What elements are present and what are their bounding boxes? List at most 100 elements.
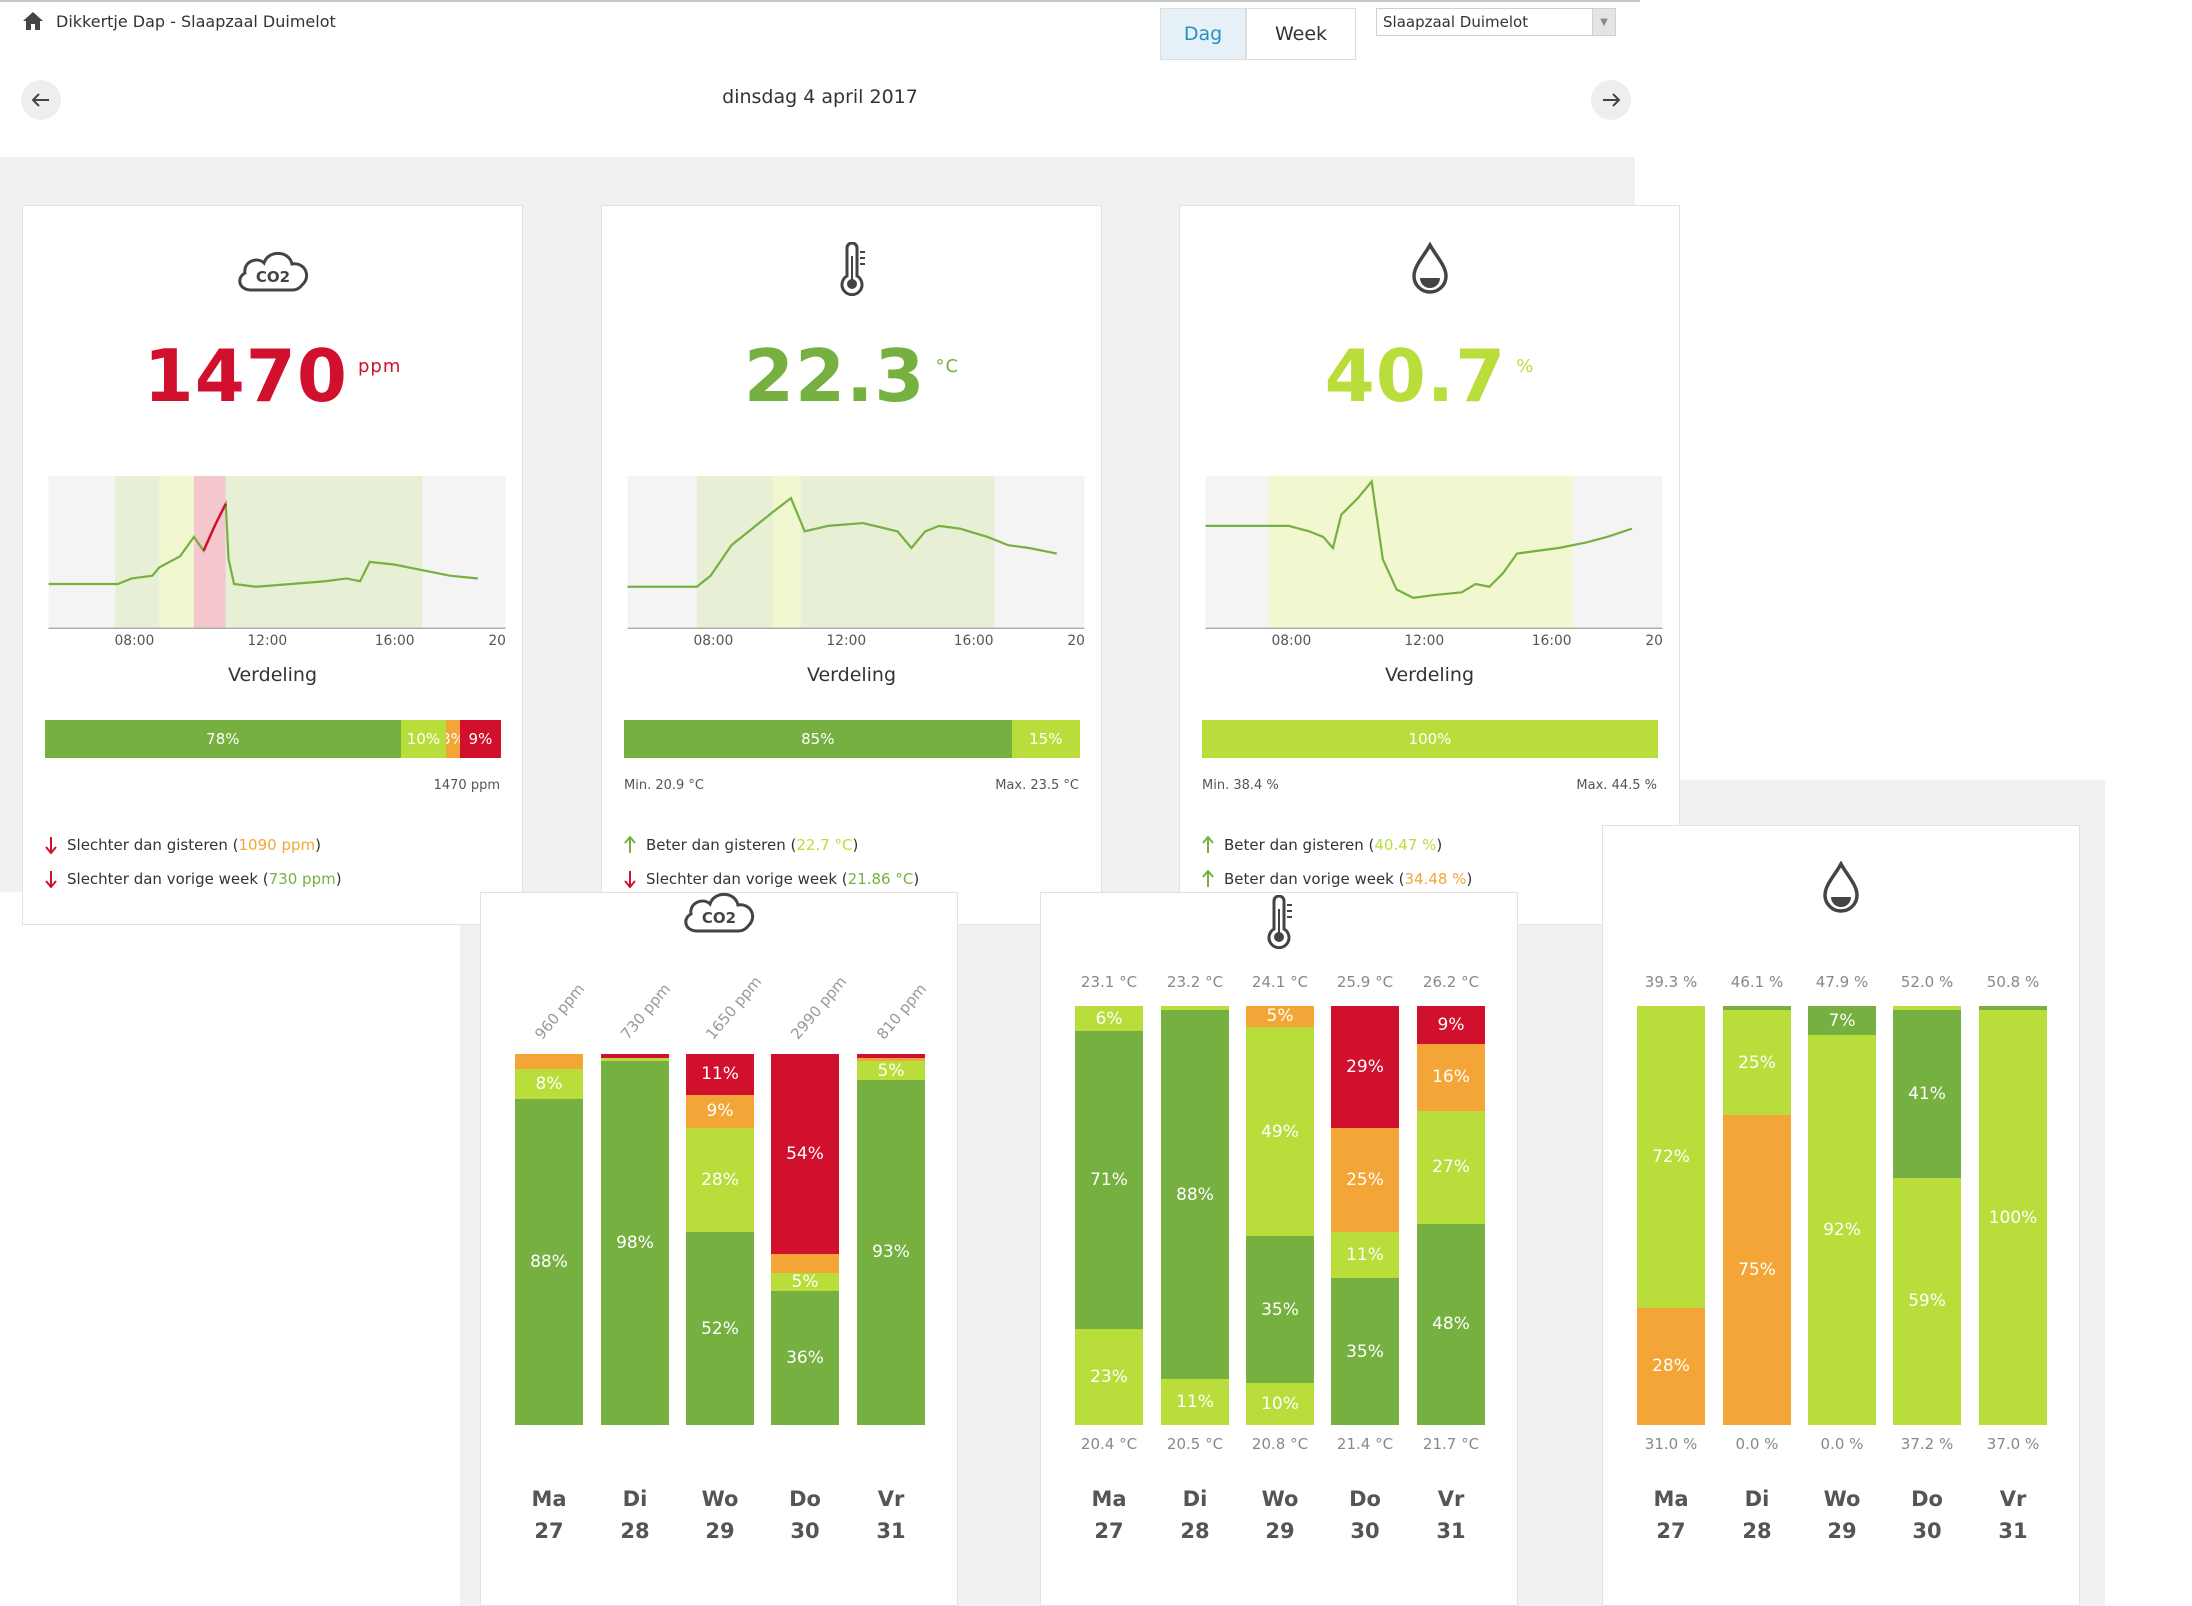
- day-label: Wo 29: [1235, 1483, 1325, 1547]
- temperature-week-card: 6% 71% 23% 23.1 °C 20.4 °C Ma 27 88% 11% 23.2 °C 2…: [1040, 892, 1518, 1606]
- co2-current-value: 1470 ppm: [23, 334, 522, 418]
- weekday-name: Di: [1182, 1487, 1208, 1511]
- bar-segment: [857, 1054, 925, 1058]
- room-select[interactable]: Slaapzaal Duimelot ▼: [1376, 8, 1616, 36]
- previous-day-button[interactable]: [21, 80, 61, 120]
- week-bar-ma[interactable]: 72% 28%: [1637, 1006, 1705, 1425]
- day-label: Vr 31: [1968, 1483, 2058, 1547]
- week-max-label: 23.2 °C: [1166, 973, 1224, 991]
- bar-segment: 88%: [1161, 1010, 1229, 1379]
- day-number: 27: [1094, 1519, 1124, 1543]
- bar-segment: 71%: [1075, 1031, 1143, 1329]
- week-bar-wo[interactable]: 7% 92%: [1808, 1006, 1876, 1425]
- day-number: 27: [1656, 1519, 1686, 1543]
- arrow-up-icon: [1202, 836, 1214, 853]
- comparison-close: ): [1436, 836, 1443, 854]
- bar-segment: [1723, 1006, 1791, 1011]
- bar-segment: 7%: [1808, 1006, 1876, 1036]
- day-number: 31: [1436, 1519, 1466, 1543]
- comparison-value: 22.7 °C: [796, 836, 853, 854]
- co2-distribution-bar: 78%10%3%9%: [45, 720, 501, 758]
- bar-segment: 25%: [1723, 1010, 1791, 1115]
- week-bar-vr[interactable]: 5% 93%: [857, 1054, 925, 1425]
- max-label: 1470 ppm: [433, 778, 500, 793]
- weekday-name: Wo: [1261, 1487, 1299, 1511]
- comparison-close: ): [335, 870, 342, 888]
- bar-segment: 25%: [1331, 1127, 1399, 1233]
- week-bar-di[interactable]: 25% 75%: [1723, 1006, 1791, 1425]
- bar-segment: [771, 1254, 839, 1273]
- bar-segment: 11%: [1161, 1378, 1229, 1425]
- bar-segment: [1893, 1006, 1961, 1011]
- next-day-button[interactable]: [1591, 80, 1631, 120]
- co2-cloud-icon: CO2: [23, 242, 522, 294]
- weekday-name: Vr: [877, 1487, 905, 1511]
- week-max-label: 730 ppm: [617, 980, 675, 1043]
- weekday-name: Do: [789, 1487, 821, 1511]
- week-bar-vr[interactable]: 100%: [1979, 1006, 2047, 1425]
- day-number: 28: [1742, 1519, 1772, 1543]
- weekday-name: Wo: [701, 1487, 739, 1511]
- week-bar-do[interactable]: 41% 59%: [1893, 1006, 1961, 1425]
- chart-tick-label: 16:00: [375, 633, 415, 649]
- day-label: Vr 31: [1406, 1483, 1496, 1547]
- arrow-up-icon: [624, 836, 636, 853]
- week-bar-ma[interactable]: 8% 88%: [515, 1054, 583, 1425]
- bar-segment: 5%: [771, 1272, 839, 1292]
- week-bar-do[interactable]: 54% 5% 36%: [771, 1054, 839, 1425]
- humidity-distribution-bar: 100%: [1202, 720, 1658, 758]
- bar-segment: 29%: [1331, 1006, 1399, 1128]
- comparison-close: ): [315, 836, 321, 854]
- comparison-yesterday: Beter dan gisteren (40.47 %): [1202, 836, 1442, 854]
- week-bar-vr[interactable]: 9% 16% 27% 48%: [1417, 1006, 1485, 1425]
- week-bar-ma[interactable]: 6% 71% 23%: [1075, 1006, 1143, 1425]
- comparison-text: Beter dan gisteren (: [646, 836, 797, 854]
- week-bar-do[interactable]: 29% 25% 11% 35%: [1331, 1006, 1399, 1425]
- chart-tick-label: 16:00: [954, 633, 994, 649]
- comparison-yesterday: Slechter dan gisteren (1090 ppm): [45, 836, 321, 854]
- week-bar-wo[interactable]: 11% 9% 28% 52%: [686, 1054, 754, 1425]
- chart-tick-label: 08:00: [114, 633, 154, 649]
- distribution-segment: 9%: [459, 720, 501, 758]
- week-min-label: 0.0 %: [1735, 1435, 1779, 1453]
- week-max-label: 24.1 °C: [1251, 973, 1309, 991]
- week-min-label: 21.7 °C: [1422, 1435, 1480, 1453]
- tab-day[interactable]: Dag: [1160, 8, 1246, 60]
- chart-tick-label: 12:00: [826, 633, 866, 649]
- bar-segment: 54%: [771, 1054, 839, 1255]
- day-number: 29: [705, 1519, 735, 1543]
- week-bar-di[interactable]: 98%: [601, 1054, 669, 1425]
- chart-tick-label: 12:00: [247, 633, 287, 649]
- comparison-last-week: Slechter dan vorige week (730 ppm): [45, 870, 342, 888]
- day-number: 29: [1827, 1519, 1857, 1543]
- chevron-down-icon[interactable]: ▼: [1592, 9, 1615, 35]
- bar-segment: 9%: [1417, 1006, 1485, 1044]
- weekday-name: Ma: [1091, 1487, 1127, 1511]
- week-bar-di[interactable]: 88% 11%: [1161, 1006, 1229, 1425]
- day-label: Di 28: [1150, 1483, 1240, 1547]
- page-title: Dikkertje Dap - Slaapzaal Duimelot: [56, 11, 336, 31]
- bar-segment: 35%: [1331, 1278, 1399, 1425]
- water-drop-icon: [1180, 242, 1679, 296]
- week-max-label: 2990 ppm: [787, 972, 851, 1043]
- tab-week[interactable]: Week: [1246, 8, 1356, 60]
- top-divider: [0, 0, 1640, 2]
- distribution-segment: 85%: [624, 720, 1012, 758]
- week-max-label: 25.9 °C: [1336, 973, 1394, 991]
- thermometer-icon: [1041, 895, 1517, 951]
- svg-text:CO2: CO2: [702, 909, 736, 927]
- day-number: 30: [1350, 1519, 1380, 1543]
- week-min-label: 31.0 %: [1644, 1435, 1698, 1453]
- breadcrumb: Dikkertje Dap - Slaapzaal Duimelot: [22, 8, 336, 34]
- bar-segment: 75%: [1723, 1114, 1791, 1425]
- bar-segment: [857, 1057, 925, 1062]
- comparison-close: ): [913, 870, 920, 888]
- chart-tick-label: 08:00: [1271, 633, 1311, 649]
- week-min-label: 37.0 %: [1986, 1435, 2040, 1453]
- week-bar-wo[interactable]: 5% 49% 35% 10%: [1246, 1006, 1314, 1425]
- home-icon[interactable]: [22, 11, 44, 31]
- temperature-distribution-bar: 85% 15%: [624, 720, 1080, 758]
- bar-segment: [601, 1057, 669, 1062]
- week-max-label: 1650 ppm: [702, 972, 766, 1043]
- bar-segment: 6%: [1075, 1006, 1143, 1032]
